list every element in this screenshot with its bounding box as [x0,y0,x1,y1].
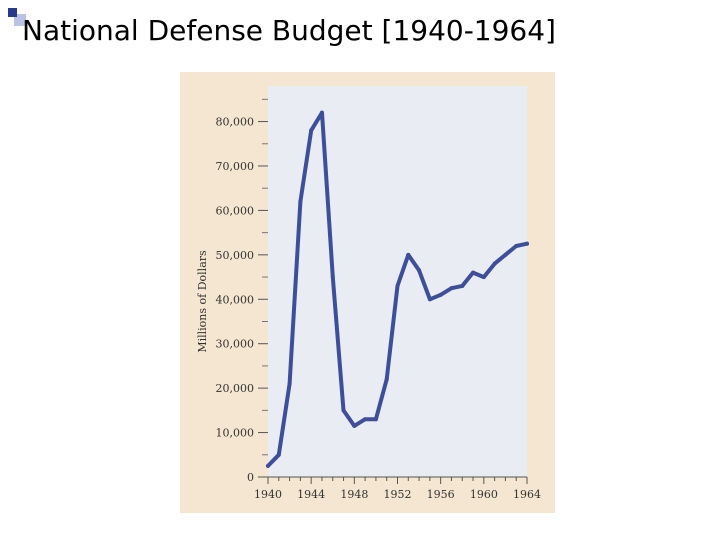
x-axis: 1940 1944 1948 1952 1956 1960 1964 [254,476,541,501]
y-tick-label: 0 [247,471,254,484]
x-tick-label: 1948 [340,488,368,501]
x-tick-label: 1940 [254,488,282,501]
y-axis-title: Millions of Dollars [196,250,209,353]
y-tick-label: 70,000 [216,160,255,173]
y-tick-label: 40,000 [216,293,255,306]
data-point [427,297,432,302]
data-point [352,423,357,428]
data-point [363,417,368,422]
data-point [287,381,292,386]
x-tick-label: 1956 [427,488,455,501]
bullet-square-dark [8,8,17,17]
data-point [266,463,270,468]
y-tick-label: 10,000 [216,427,255,440]
data-point [503,252,508,257]
x-tick-label: 1964 [513,488,541,501]
x-tick-label: 1952 [384,488,412,501]
y-tick-label: 80,000 [216,116,255,129]
data-point [384,377,389,382]
data-point [395,283,400,288]
data-point [471,270,476,275]
x-tick-label: 1944 [297,488,325,501]
x-tick-label: 1960 [470,488,498,501]
y-tick-label: 50,000 [216,249,255,262]
data-point [276,452,281,457]
data-point [406,252,411,257]
y-axis: 0 10,000 20,000 30,000 40,000 50,000 60,000 70,… [216,98,268,484]
y-tick-label: 60,000 [216,204,255,217]
data-point [481,275,486,280]
data-point [460,283,465,288]
data-point [298,199,303,204]
title-bullet-icon [8,8,34,34]
data-point [492,261,497,266]
data-point [514,243,519,248]
y-tick-label: 30,000 [216,338,255,351]
bullet-square-light [14,14,26,26]
data-point [449,286,454,291]
data-point [319,110,324,115]
data-point [330,275,335,280]
data-point [417,268,422,273]
data-point [309,128,314,133]
data-point [373,417,378,422]
data-point [525,241,529,246]
slide-title: National Defense Budget [1940-1964] [22,14,556,47]
data-point [438,292,443,297]
data-point [341,408,346,413]
chart-panel: 0 10,000 20,000 30,000 40,000 50,000 60,000 70,… [180,72,555,513]
defense-budget-chart: 0 10,000 20,000 30,000 40,000 50,000 60,000 70,… [196,86,541,501]
series-points [266,110,529,468]
y-tick-label: 20,000 [216,382,255,395]
